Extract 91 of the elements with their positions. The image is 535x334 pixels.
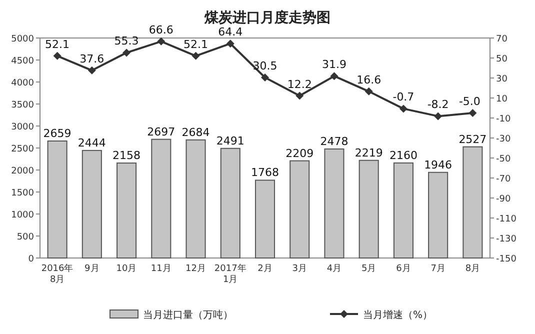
data-label: 55.3: [114, 34, 139, 48]
bar: [393, 162, 414, 258]
y2-tick-label: -10: [496, 114, 511, 124]
legend-label: 当月增速（%）: [363, 309, 433, 321]
bar: [358, 160, 379, 258]
data-label: 52.1: [184, 38, 208, 51]
bar: [254, 180, 276, 258]
data-label: 2697: [147, 125, 176, 138]
bar: [220, 148, 240, 258]
x-tick-label: 10月: [116, 264, 137, 274]
data-label: 2659: [43, 127, 72, 140]
data-label: 2160: [389, 148, 418, 162]
bar: [290, 160, 310, 258]
point: [192, 52, 200, 60]
data-label: -0.7: [392, 90, 414, 104]
x-tick-label: 12月: [186, 264, 206, 274]
bar: [428, 172, 448, 258]
data-label: 2219: [354, 146, 383, 160]
y2-tick-label: 70: [496, 34, 508, 44]
x-tick-label: 2月: [258, 264, 272, 274]
y-tick-label: 4000: [11, 78, 34, 88]
data-label: 2527: [458, 132, 487, 146]
point: [468, 109, 477, 117]
data-label: 2478: [320, 134, 348, 148]
data-label: 2444: [78, 136, 106, 150]
x-tick-label: 11月: [150, 264, 172, 274]
point: [434, 112, 442, 120]
data-label: 2158: [112, 149, 141, 162]
y-tick-label: 3000: [11, 122, 34, 132]
y-tick-label: 1000: [11, 210, 34, 220]
point: [157, 37, 166, 46]
data-label: 12.2: [287, 78, 312, 91]
data-label: 37.6: [80, 52, 104, 66]
y2-tick-label: -110: [496, 214, 517, 224]
point: [122, 48, 131, 57]
x-tick-label: 7月: [430, 264, 446, 274]
data-label: -8.2: [427, 98, 449, 112]
point: [296, 92, 304, 100]
x-tick-label: 2017年 1月: [214, 263, 246, 285]
data-label: 31.9: [322, 58, 346, 72]
x-tick-label: 3月: [292, 264, 307, 274]
data-label: 1768: [251, 166, 279, 180]
x-tick-label: 8月: [465, 264, 480, 274]
x-tick-label: 5月: [361, 264, 376, 274]
chart-title: 煤炭进口月度走势图: [204, 9, 330, 26]
data-label: 52.1: [45, 38, 70, 51]
y2-tick-label: 30: [496, 74, 508, 84]
bar: [462, 146, 483, 258]
y2-tick-label: -150: [496, 254, 517, 264]
y-tick-label: 2000: [11, 166, 34, 176]
data-label: 66.6: [148, 23, 174, 36]
y2-tick-label: 50: [496, 54, 508, 64]
y-tick-label: 5000: [11, 34, 34, 44]
point: [53, 52, 62, 60]
y2-tick-label: -50: [496, 154, 511, 164]
bar: [324, 148, 344, 258]
y2-tick-label: 10: [496, 94, 508, 104]
data-label: 64.4: [218, 26, 243, 39]
x-tick-label: 6月: [396, 264, 411, 274]
y-tick-label: 500: [16, 232, 34, 242]
legend-label: 当月进口量（万吨）: [143, 309, 233, 321]
x-tick-label: 9月: [84, 264, 100, 274]
bar: [116, 162, 137, 258]
y-tick-label: 4500: [11, 56, 34, 66]
y-tick-label: 2500: [11, 144, 34, 154]
data-label: 30.5: [252, 60, 278, 72]
data-label: -5.0: [458, 95, 480, 108]
x-tick-label: 4月: [326, 264, 342, 274]
bar: [151, 138, 172, 258]
bar: [82, 150, 102, 258]
data-label: 2491: [216, 134, 244, 148]
bar: [47, 140, 68, 258]
data-label: 16.6: [356, 73, 382, 86]
y2-tick-label: -70: [496, 174, 511, 184]
y2-tick-label: -90: [496, 194, 511, 204]
data-label: 1946: [424, 158, 452, 172]
y2-tick-label: -30: [496, 134, 511, 144]
data-label: 2684: [182, 126, 210, 139]
point: [399, 104, 408, 113]
point: [88, 66, 96, 74]
y-tick-label: 0: [28, 254, 34, 264]
x-tick-label: 2016年 8月: [41, 263, 74, 285]
y-tick-label: 3500: [11, 100, 34, 110]
point: [226, 40, 234, 48]
point: [364, 87, 373, 96]
y2-tick-label: -130: [496, 234, 517, 244]
point: [261, 74, 269, 82]
y-tick-label: 1500: [11, 188, 34, 198]
data-label: 2209: [286, 146, 314, 160]
bar: [186, 139, 206, 258]
point: [330, 72, 338, 80]
